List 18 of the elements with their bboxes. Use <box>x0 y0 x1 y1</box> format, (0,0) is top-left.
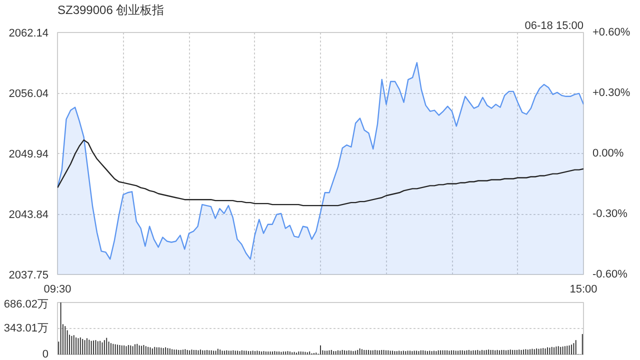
y-tick-label: 2037.75 <box>8 270 49 282</box>
y-tick-label: 686.02万 <box>4 298 49 310</box>
y-tick-label: 0 <box>42 348 49 360</box>
chart-title: SZ399006 创业板指 <box>58 3 164 17</box>
y2-tick-label: +0.30% <box>592 87 630 99</box>
y-tick-label: 2062.14 <box>8 28 49 40</box>
x-tick-label: 09:30 <box>44 284 72 296</box>
y2-tick-label: 0.00% <box>592 148 624 160</box>
y-tick-label: 343.01万 <box>4 322 49 334</box>
line-series <box>58 139 584 206</box>
y2-tick-label: +0.60% <box>592 26 630 38</box>
y-tick-label: 2043.84 <box>8 209 49 222</box>
y-tick-label: 2049.94 <box>8 148 49 161</box>
text: 06-18 15:00 <box>524 20 584 32</box>
y-tick-label: 2056.04 <box>8 88 49 100</box>
x-tick-label: 15:00 <box>570 284 598 296</box>
y2-tick-label: -0.60% <box>592 268 628 280</box>
y2-tick-label: -0.30% <box>592 208 628 220</box>
